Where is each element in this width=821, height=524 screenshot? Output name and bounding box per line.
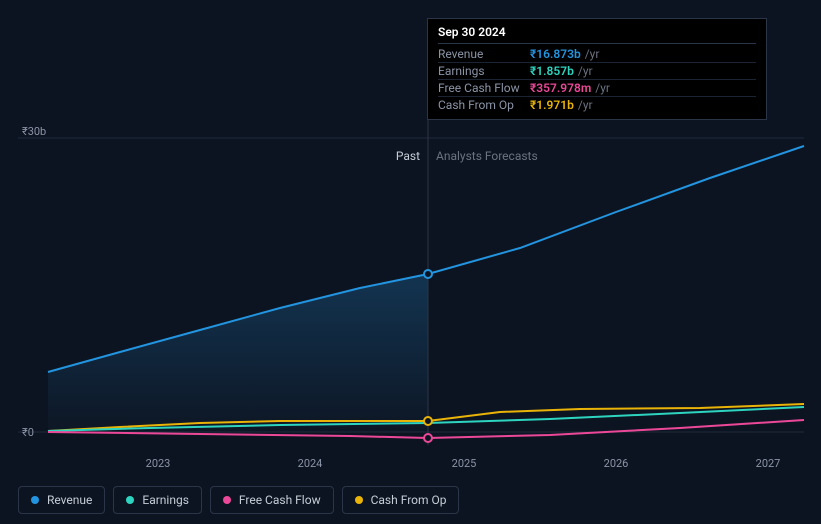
tooltip-metric-unit: /yr [578,98,593,112]
tooltip-metric-value: ₹16.873b [530,47,581,61]
tooltip-metric-value: ₹357.978m [530,81,591,95]
series-marker [423,416,433,426]
x-axis-label: 2026 [604,457,629,470]
tooltip-date: Sep 30 2024 [438,25,756,44]
financial-chart: ₹30b ₹0 2023 2024 2025 2026 2027 Past Analyst… [0,0,821,524]
y-axis-label: ₹30b [22,125,46,138]
legend-dot-icon [31,496,39,504]
legend-label: Cash From Op [371,493,447,507]
x-axis-label: 2025 [452,457,477,470]
legend-label: Revenue [47,493,92,507]
series-marker [423,433,433,443]
tooltip-metric-label: Revenue [438,47,530,61]
legend-dot-icon [223,496,231,504]
legend-dot-icon [126,496,134,504]
forecast-section-label: Analysts Forecasts [436,149,538,163]
legend-label: Earnings [142,493,189,507]
tooltip-metric-value: ₹1.971b [530,98,574,112]
x-axis-label: 2023 [146,457,171,470]
tooltip-row: Cash From Op₹1.971b/yr [438,97,756,113]
tooltip-metric-unit: /yr [578,64,593,78]
x-axis-label: 2024 [298,457,323,470]
tooltip-metric-label: Free Cash Flow [438,81,530,95]
x-axis-label: 2027 [756,457,781,470]
tooltip-row: Free Cash Flow₹357.978m/yr [438,80,756,97]
tooltip-row: Revenue₹16.873b/yr [438,46,756,63]
legend-label: Free Cash Flow [239,493,321,507]
chart-legend: Revenue Earnings Free Cash Flow Cash From O… [18,486,459,514]
tooltip-metric-label: Cash From Op [438,98,530,112]
y-axis-label: ₹0 [22,426,34,439]
tooltip-metric-value: ₹1.857b [530,64,574,78]
tooltip-metric-unit: /yr [585,47,600,61]
past-section-label: Past [396,149,420,163]
legend-item[interactable]: Earnings [113,486,202,514]
legend-item[interactable]: Free Cash Flow [210,486,334,514]
tooltip-metric-unit: /yr [595,81,610,95]
tooltip-row: Earnings₹1.857b/yr [438,63,756,80]
legend-item[interactable]: Revenue [18,486,105,514]
series-marker [423,269,433,279]
legend-item[interactable]: Cash From Op [342,486,460,514]
legend-dot-icon [355,496,363,504]
tooltip-metric-label: Earnings [438,64,530,78]
chart-tooltip: Sep 30 2024 Revenue₹16.873b/yrEarnings₹1… [427,18,767,120]
